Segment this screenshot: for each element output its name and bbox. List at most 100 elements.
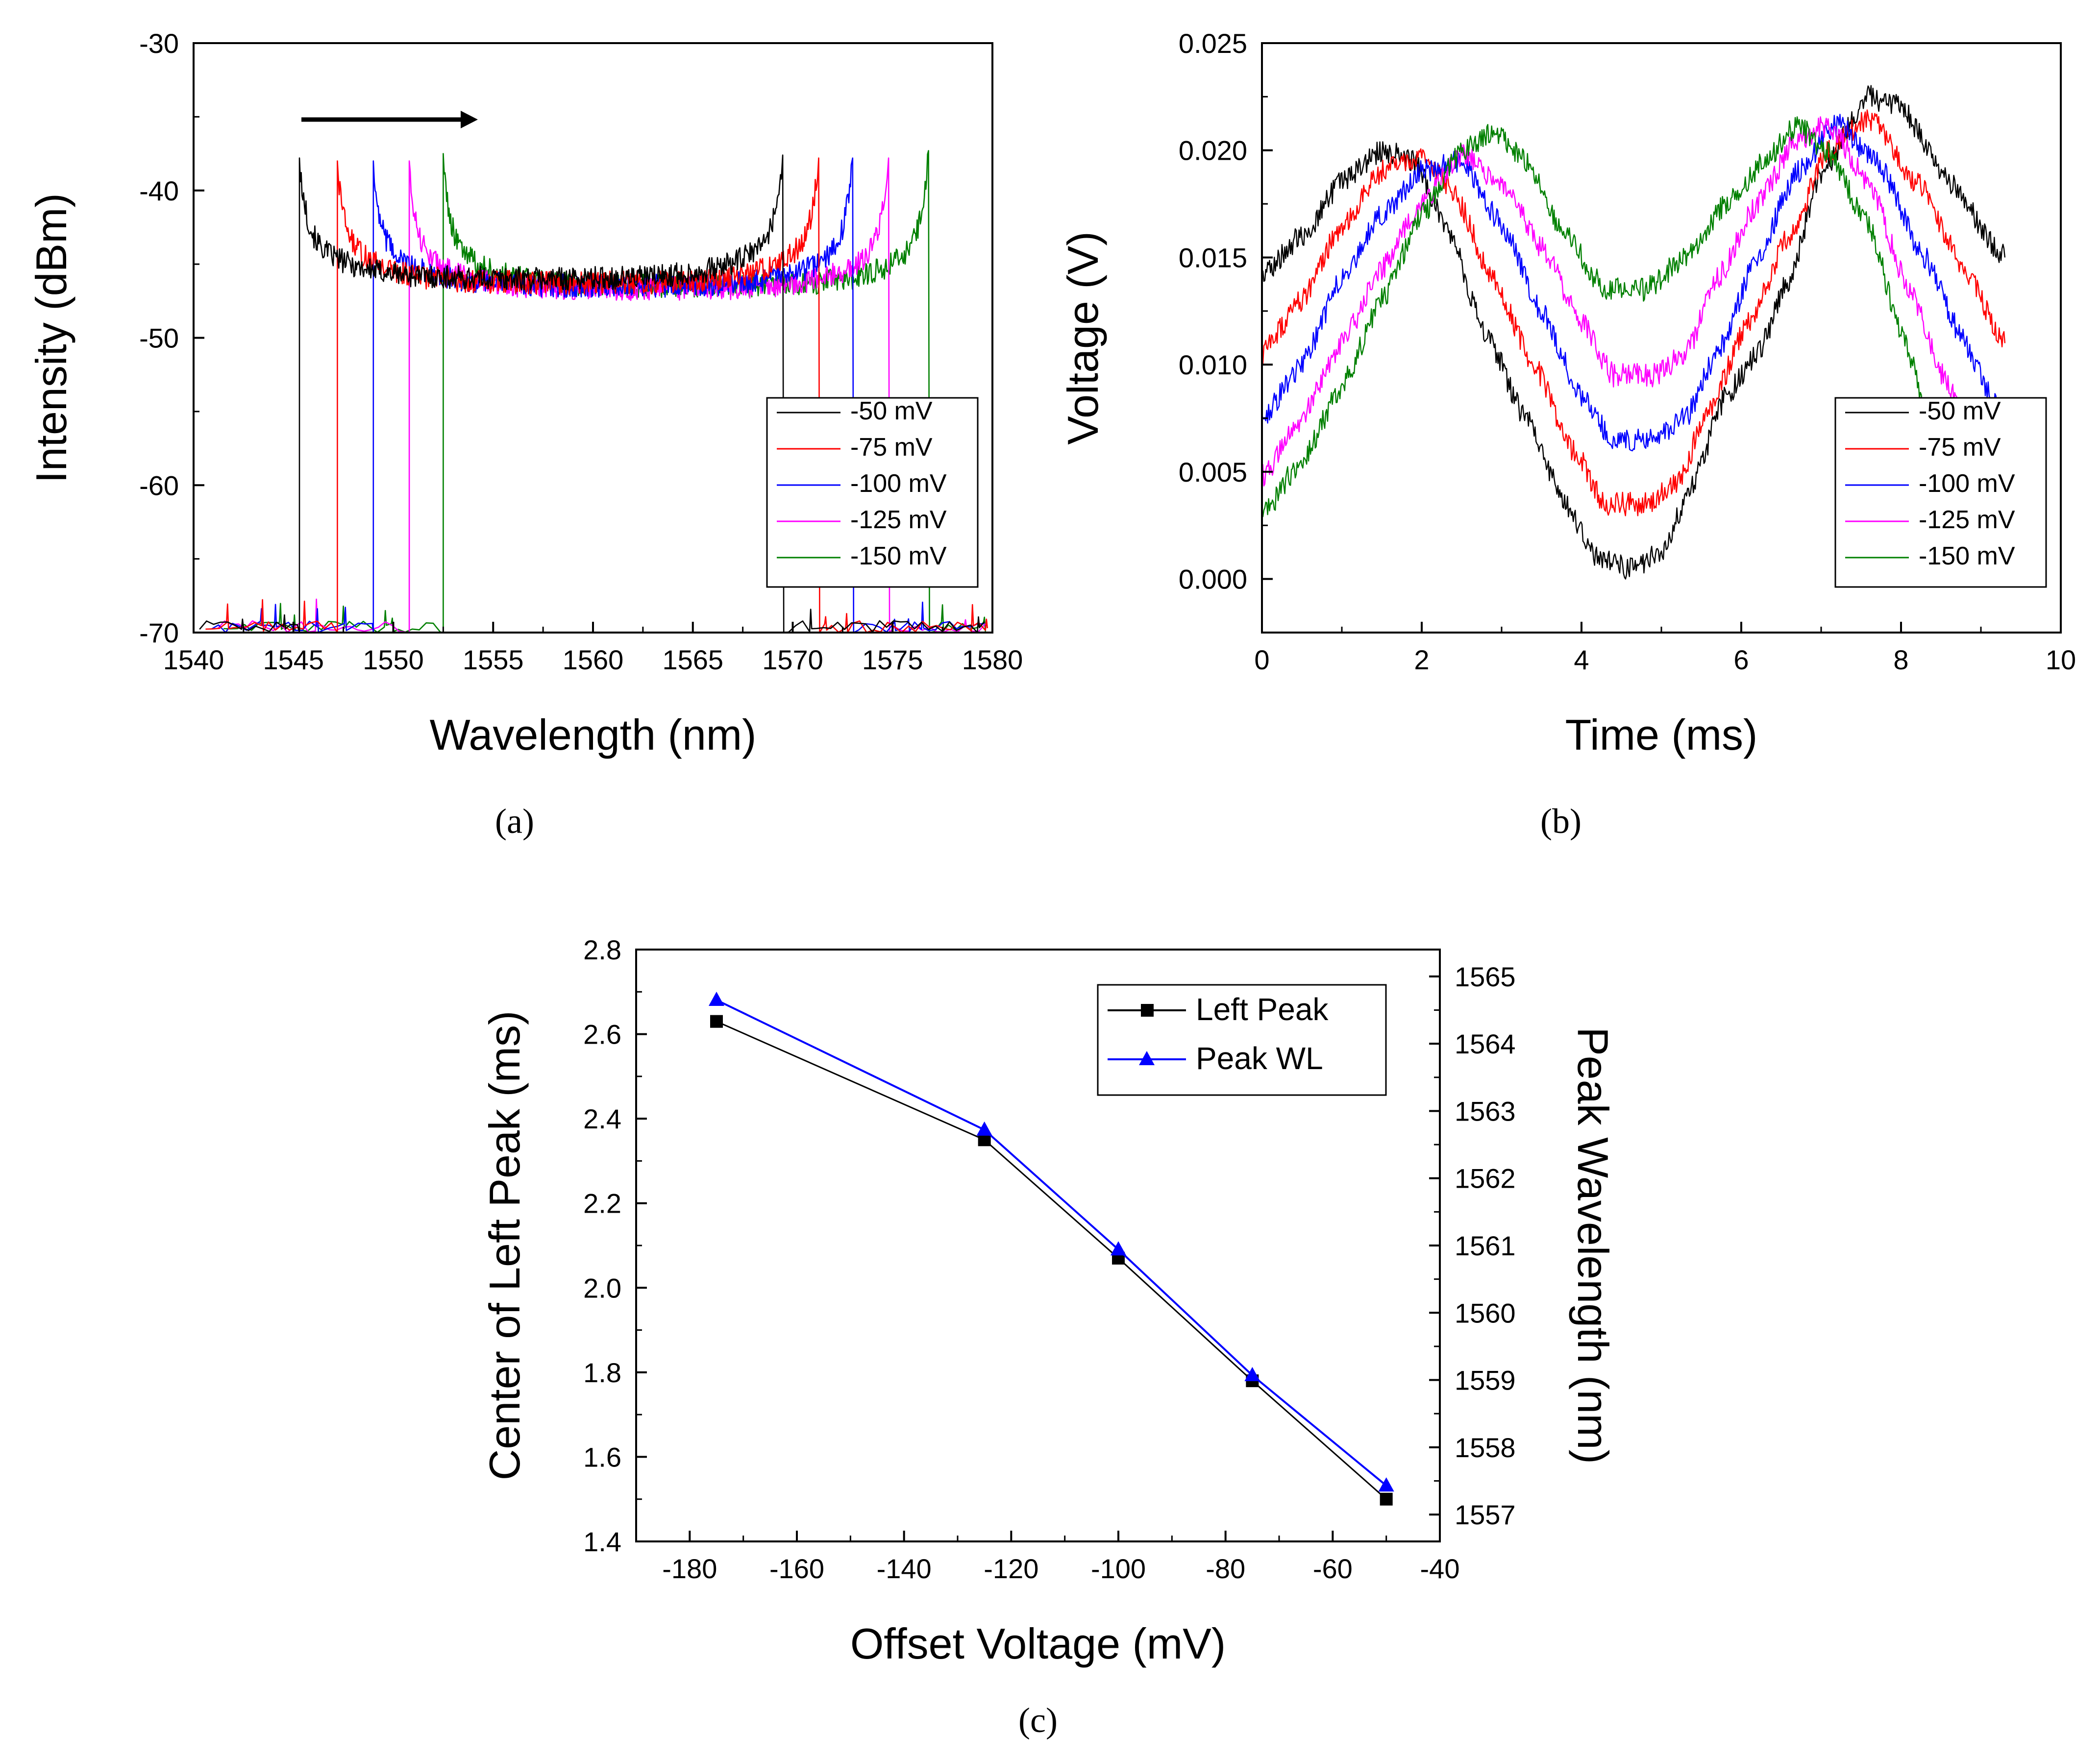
chart-c-point-square: [710, 1015, 723, 1028]
chart-c-legend-label: Peak WL: [1196, 1041, 1323, 1076]
chart-b-legend-label: -125 mV: [1919, 506, 2015, 534]
chart-a-legend-label: -125 mV: [850, 506, 947, 534]
chart-c-ylabel: Center of Left Peak (ms): [480, 1011, 529, 1481]
chart-c-xtick-label: -160: [769, 1553, 824, 1584]
chart-c-y2label: Peak Wavelength (nm): [1569, 1027, 1617, 1464]
chart-c-ytick-label: 2.8: [583, 934, 621, 965]
chart-a-ytick-label: -40: [139, 175, 179, 206]
chart-c-legend-label: Left Peak: [1196, 992, 1329, 1027]
chart-c-legend-marker: [1139, 1051, 1155, 1065]
chart-c-legend-marker: [1141, 1004, 1154, 1017]
chart-a-legend-label: -100 mV: [850, 469, 947, 498]
chart-b-ytick-label: 0.010: [1179, 349, 1247, 380]
chart-c-xtick-label: -60: [1313, 1553, 1353, 1584]
chart-b-xtick-label: 4: [1574, 644, 1589, 675]
chart-a-legend-label: -50 mV: [850, 397, 933, 425]
chart-a-xtick-label: 1550: [363, 644, 424, 675]
chart-c-ytick-label: 2.4: [583, 1103, 621, 1134]
chart-b-xtick-label: 8: [1893, 644, 1908, 675]
chart-b-ytick-label: 0.000: [1179, 564, 1247, 595]
chart-b-legend-label: -75 mV: [1919, 433, 2001, 462]
chart-b-xtick-label: 10: [2046, 644, 2076, 675]
chart-c-xtick-label: -180: [662, 1553, 717, 1584]
chart-c-y2tick-label: 1563: [1455, 1096, 1516, 1126]
chart-c-ytick-label: 1.6: [583, 1441, 621, 1472]
chart-a-ytick-label: -50: [139, 323, 179, 354]
chart-c-y2tick-label: 1561: [1455, 1230, 1516, 1261]
chart-c-ytick-label: 2.0: [583, 1272, 621, 1303]
panel-a-label: (a): [495, 802, 534, 841]
chart-c-xlabel: Offset Voltage (mV): [850, 1619, 1226, 1668]
chart-b-series-line: [1261, 85, 2006, 580]
chart-b-xtick-label: 6: [1733, 644, 1749, 675]
chart-c: -180 -160 -140 -120 -100 -80 -60 -40 1.4 1.6 1.8 2.…: [480, 934, 1617, 1740]
chart-c-point-triangle: [1378, 1477, 1394, 1492]
chart-b-series-line: [1261, 109, 2006, 516]
chart-a-xtick-label: 1580: [962, 644, 1023, 675]
chart-c-y2tick-label: 1559: [1455, 1365, 1516, 1396]
panel-c-label: (c): [1018, 1701, 1058, 1740]
chart-c-y2tick-label: 1562: [1455, 1163, 1516, 1194]
chart-b-legend-label: -50 mV: [1919, 397, 2001, 425]
panel-b-label: (b): [1540, 802, 1581, 841]
chart-a-xtick-label: 1575: [862, 644, 923, 675]
chart-a-ytick-label: -30: [139, 28, 179, 59]
chart-c-ytick-label: 2.2: [583, 1188, 621, 1219]
chart-c-point-triangle: [709, 991, 724, 1006]
chart-a-legend-label: -75 mV: [850, 433, 933, 462]
chart-c-xtick-label: -100: [1091, 1553, 1146, 1584]
chart-b-ytick-label: 0.020: [1179, 135, 1247, 166]
chart-b-series: [1261, 85, 2006, 580]
chart-b-ylabel: Voltage (V): [1059, 231, 1107, 444]
chart-c-xtick-label: -80: [1206, 1553, 1245, 1584]
chart-c-ytick-label: 1.4: [583, 1526, 621, 1557]
chart-a-legend: -50 mV -75 mV -100 mV -125 mV -150 mV: [766, 397, 979, 588]
chart-a-series-line: [199, 154, 985, 634]
chart-a-legend-box: [766, 397, 979, 588]
chart-a-xtick-label: 1565: [662, 644, 723, 675]
chart-c-xtick-label: -120: [984, 1553, 1038, 1584]
chart-a-arrow-head: [461, 111, 478, 128]
chart-b-ytick-label: 0.015: [1179, 242, 1247, 273]
chart-a-xtick-label: 1570: [762, 644, 823, 675]
chart-a-xtick-label: 1555: [463, 644, 524, 675]
chart-c-xtick-label: -140: [877, 1553, 932, 1584]
chart-a-ylabel: Intensity (dBm): [27, 193, 75, 483]
chart-c-point-triangle: [976, 1121, 992, 1136]
chart-c-legend: Left Peak Peak WL: [1097, 984, 1387, 1096]
chart-b-series-line: [1261, 116, 1974, 487]
chart-c-xtick-label: -40: [1420, 1553, 1460, 1584]
chart-c-point-square: [1380, 1492, 1393, 1506]
chart-a-xtick-label: 1540: [163, 644, 224, 675]
chart-b-ytick-label: 0.025: [1179, 28, 1247, 59]
chart-c-y2tick-label: 1564: [1455, 1028, 1516, 1059]
chart-a-xtick-label: 1545: [263, 644, 324, 675]
chart-c-y2tick-label: 1560: [1455, 1297, 1516, 1328]
chart-c-y2tick-label: 1565: [1455, 961, 1516, 992]
chart-b-series-line: [1261, 116, 1950, 517]
chart-c-legend-box: [1097, 984, 1387, 1096]
chart-b-legend-box: [1834, 397, 2047, 588]
chart-a-ytick-label: -70: [139, 617, 179, 648]
chart-b-series-line: [1261, 114, 1998, 452]
chart-b: 0 2 4 6 8 10 0.000 0.005 0.010 0.015 0.020 0.025 Ti…: [1059, 28, 2076, 841]
chart-b-legend-label: -150 mV: [1919, 542, 2015, 570]
chart-b-xtick-label: 2: [1414, 644, 1429, 675]
chart-b-legend: -50 mV -75 mV -100 mV -125 mV -150 mV: [1834, 397, 2047, 588]
chart-a-xlabel: Wavelength (nm): [430, 710, 757, 759]
chart-a-legend-label: -150 mV: [850, 542, 947, 570]
chart-c-point-triangle: [1111, 1241, 1126, 1256]
chart-b-legend-label: -100 mV: [1919, 469, 2015, 498]
chart-b-xtick-label: 0: [1254, 644, 1269, 675]
chart-b-ytick-label: 0.005: [1179, 457, 1247, 488]
chart-b-xlabel: Time (ms): [1565, 710, 1758, 759]
chart-c-ytick-label: 2.6: [583, 1019, 621, 1050]
chart-a: 1540 1545 1550 1555 1560 1565 1570 1575 1580 -70 -…: [27, 28, 1023, 841]
chart-a-ytick-label: -60: [139, 470, 179, 501]
chart-a-series: [199, 150, 988, 634]
chart-c-y2tick-label: 1558: [1455, 1432, 1516, 1463]
chart-c-point-triangle: [1244, 1367, 1260, 1381]
chart-c-ytick-label: 1.8: [583, 1357, 621, 1388]
chart-a-xtick-label: 1560: [563, 644, 624, 675]
